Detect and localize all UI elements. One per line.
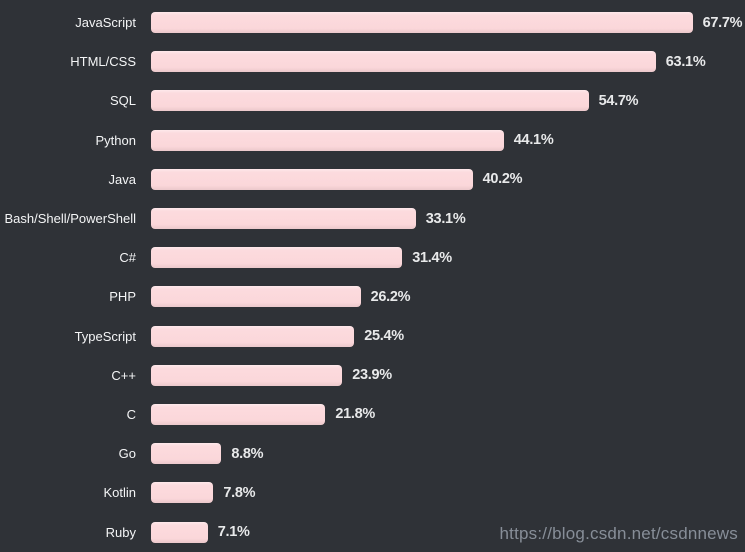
chart-row: Java 40.2% (0, 160, 745, 199)
chart-row: Bash/Shell/PowerShell 33.1% (0, 199, 745, 238)
chart-row: TypeScript 25.4% (0, 317, 745, 356)
chart-row: C++ 23.9% (0, 356, 745, 395)
bar (151, 51, 656, 73)
bar (151, 208, 416, 230)
bar-track: 40.2% (151, 168, 745, 190)
category-label: Java (108, 171, 136, 187)
chart-row: Ruby 7.1% (0, 512, 745, 551)
category-label: Bash/Shell/PowerShell (4, 211, 136, 227)
chart-row: Kotlin 7.8% (0, 473, 745, 512)
bar-track: 8.8% (151, 443, 745, 465)
chart-row: SQL 54.7% (0, 81, 745, 120)
value-label: 33.1% (425, 210, 466, 227)
bar-track: 21.8% (151, 403, 745, 425)
bar (151, 403, 326, 425)
value-label: 7.1% (217, 524, 250, 541)
category-label: Ruby (105, 524, 136, 540)
bar-track: 63.1% (151, 51, 745, 73)
value-label: 7.8% (223, 484, 256, 501)
bar (151, 286, 361, 308)
value-label: 54.7% (598, 92, 639, 109)
category-label: C# (119, 250, 136, 266)
value-label: 25.4% (364, 328, 404, 345)
value-label: 63.1% (665, 53, 706, 70)
category-label: C (126, 406, 136, 422)
value-label: 67.7% (702, 14, 743, 31)
value-label: 44.1% (513, 132, 554, 149)
category-label: PHP (109, 289, 136, 305)
bar-track: 23.9% (151, 364, 745, 386)
chart-rows: JavaScript 67.7% HTML/CSS 63.1% SQL 54.7% Pyth… (0, 3, 745, 552)
value-label: 40.2% (482, 171, 523, 188)
value-label: 8.8% (231, 445, 264, 462)
chart-row: C 21.8% (0, 395, 745, 434)
bar-track: 26.2% (151, 286, 745, 308)
bar-track: 33.1% (151, 208, 745, 230)
bar-track: 67.7% (151, 12, 745, 34)
chart-row: Go 8.8% (0, 434, 745, 473)
chart-row: C# 31.4% (0, 238, 745, 277)
category-label: Python (95, 132, 136, 148)
bar (151, 247, 403, 269)
category-label: C++ (111, 367, 136, 383)
bar (151, 325, 355, 347)
bar (151, 443, 222, 465)
bar (151, 129, 504, 151)
bar (151, 364, 343, 386)
value-label: 21.8% (335, 406, 376, 423)
chart-row: Python 44.1% (0, 121, 745, 160)
bar (151, 168, 473, 190)
bar-track: 7.1% (151, 521, 745, 543)
category-label: Go (118, 446, 136, 462)
value-label: 23.9% (352, 367, 392, 384)
bar (151, 12, 693, 34)
category-label: Kotlin (103, 485, 136, 501)
bar-track: 31.4% (151, 247, 745, 269)
watermark-url: https://blog.csdn.net/csdnnews (499, 524, 738, 543)
bar (151, 90, 589, 112)
bar (151, 482, 214, 504)
bar-track: 25.4% (151, 325, 745, 347)
category-label: HTML/CSS (70, 54, 136, 70)
category-label: JavaScript (75, 15, 136, 31)
bar-track: 44.1% (151, 129, 745, 151)
chart-row: JavaScript 67.7% (0, 3, 745, 42)
chart-row: PHP 26.2% (0, 277, 745, 316)
category-label: TypeScript (74, 328, 136, 344)
bar-track: 7.8% (151, 482, 745, 504)
value-label: 26.2% (370, 288, 411, 305)
bar-track: 54.7% (151, 90, 745, 112)
category-label: SQL (109, 93, 136, 109)
bar (151, 521, 208, 543)
value-label: 31.4% (412, 249, 452, 266)
chart-row: HTML/CSS 63.1% (0, 42, 745, 81)
